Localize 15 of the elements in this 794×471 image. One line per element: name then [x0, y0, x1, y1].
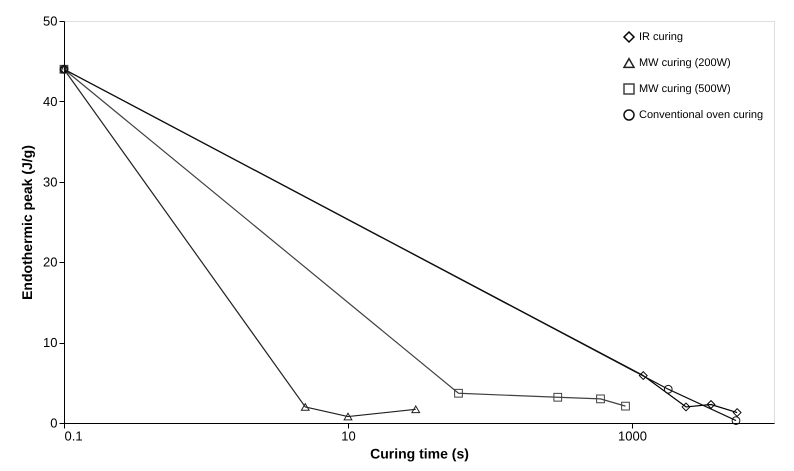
legend-label: Conventional oven curing	[639, 109, 764, 121]
y-tick-label: 50	[43, 14, 58, 28]
legend-label: MW curing (500W)	[639, 83, 731, 95]
y-tick-label: 40	[43, 94, 58, 109]
legend-label: IR curing	[639, 31, 684, 43]
y-tick-label: 0	[50, 416, 58, 430]
x-axis-title: Curing time (s)	[370, 446, 469, 462]
x-tick-label: 10	[341, 428, 356, 444]
x-tick-label: 0.1	[64, 428, 83, 444]
y-tick-label: 30	[43, 174, 58, 190]
x-tick-label: 1000	[618, 428, 647, 444]
legend-label: MW curing (200W)	[639, 57, 731, 69]
y-tick-label: 10	[43, 335, 58, 350]
y-axis-title: Endothermic peak (J/g)	[19, 145, 36, 300]
y-tick-label: 20	[43, 254, 58, 270]
